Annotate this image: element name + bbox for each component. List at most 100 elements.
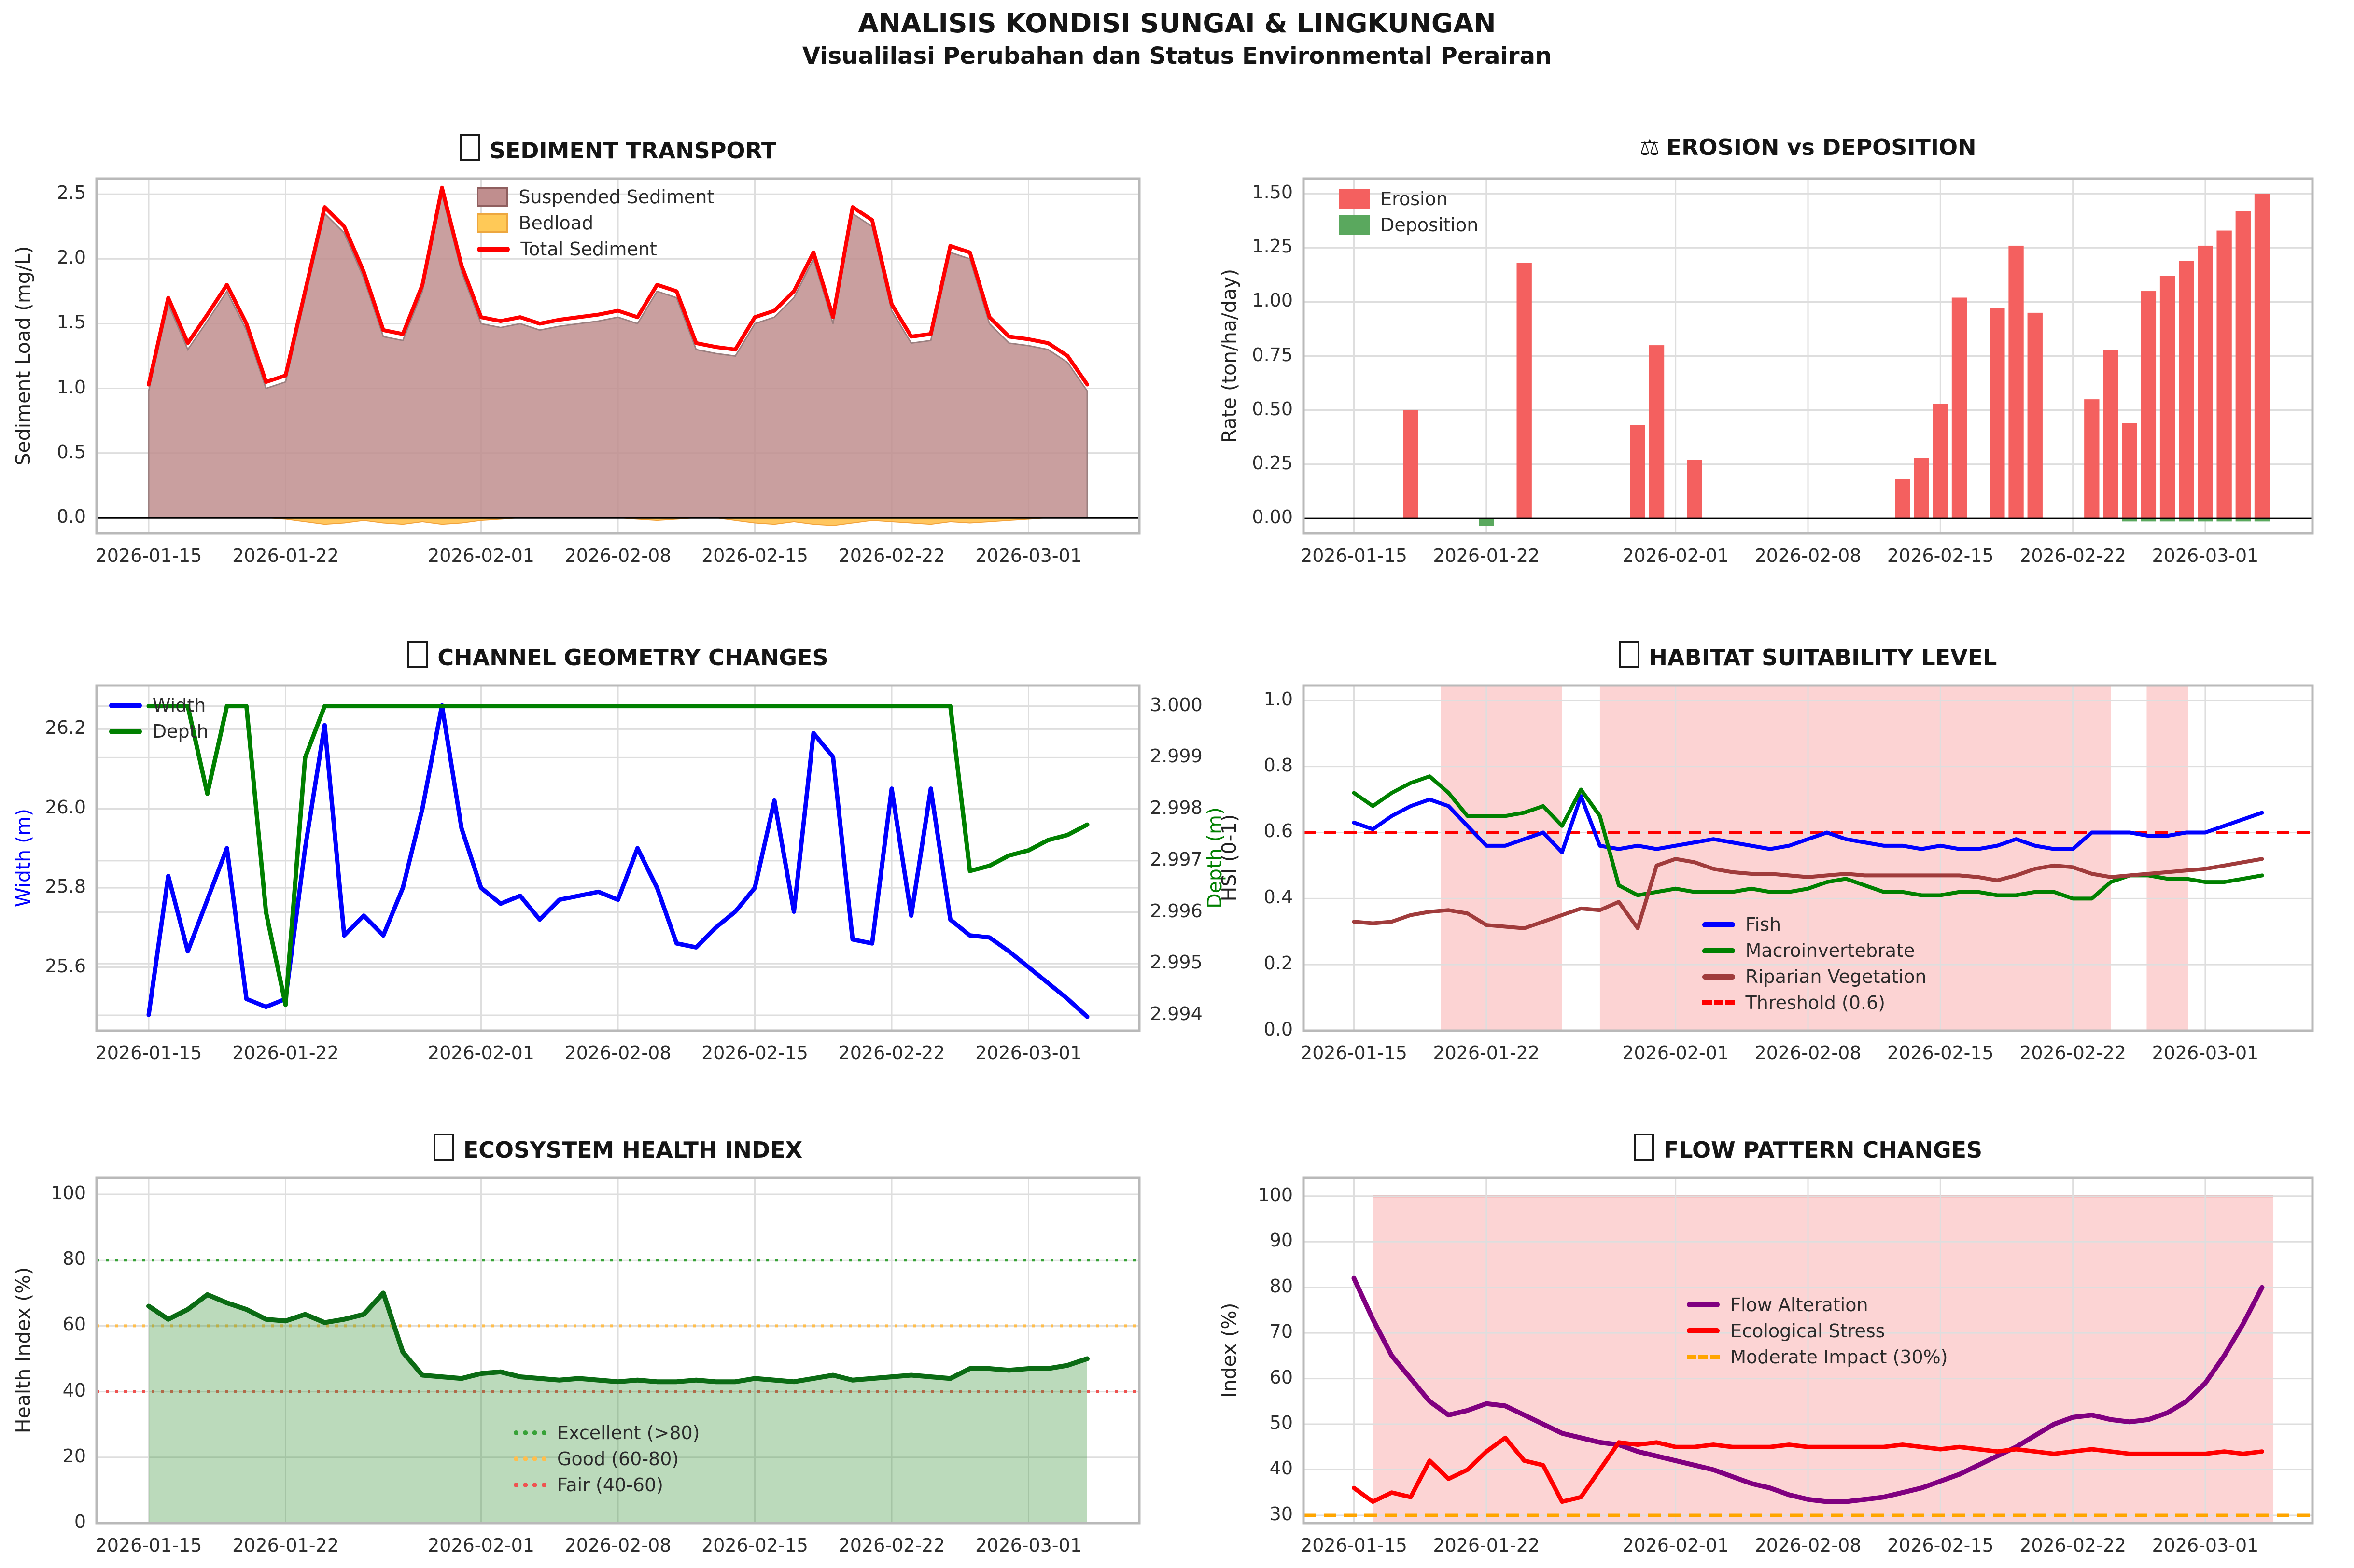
chart-title: FLOW PATTERN CHANGES [1303, 1134, 2312, 1163]
x-tick-label: 2026-02-22 [2019, 545, 2127, 566]
y-tick-label-right: 3.000 [1150, 694, 1203, 715]
chart-title: HABITAT SUITABILITY LEVEL [1303, 641, 2312, 671]
y-tick-label-right: 2.998 [1150, 797, 1203, 819]
legend-swatch-patch [1339, 189, 1370, 209]
legend-item: Good (60-80) [514, 1446, 700, 1472]
y-tick-label: 25.8 [45, 876, 86, 897]
legend-item: Deposition [1339, 212, 1478, 238]
wave-emoji-icon [1633, 1134, 1654, 1161]
legend-item: Moderate Impact (30%) [1687, 1344, 1948, 1370]
y-tick-label: 0.0 [1263, 1019, 1293, 1040]
y-tick-label: 26.2 [45, 717, 86, 739]
legend-label: Depth [152, 721, 209, 742]
y-tick-label: 0.8 [1263, 754, 1293, 776]
y-tick-label: 26.0 [45, 796, 86, 818]
x-tick-label: 2026-02-08 [1754, 545, 1862, 566]
x-tick-label: 2026-01-15 [95, 1535, 202, 1556]
legend-label: Fish [1745, 914, 1781, 936]
y-tick-label: 0.2 [1263, 952, 1293, 974]
legend: Flow Alteration Ecological Stress Moderate… [1687, 1292, 1948, 1370]
chart-sediment-transport: SEDIMENT TRANSPORT Sediment Load (mg/L) … [0, 121, 1177, 632]
x-tick-label: 2026-03-01 [2152, 1535, 2259, 1556]
chart-erosion-deposition: ⚖ EROSION vs DEPOSITION Rate (ton/ha/day)… [1177, 121, 2354, 632]
y-tick-label: 20 [62, 1445, 86, 1467]
legend: Erosion Deposition [1339, 186, 1478, 238]
x-tick-label: 2026-02-08 [1754, 1042, 1862, 1064]
page-title: ANALISIS KONDISI SUNGAI & LINGKUNGAN [858, 8, 1496, 39]
width-line [146, 703, 1090, 1019]
erosion-bar [1990, 308, 2005, 518]
legend-label: Ecological Stress [1730, 1320, 1885, 1342]
x-tick-label: 2026-02-22 [2019, 1535, 2127, 1556]
x-tick-label: 2026-02-15 [1887, 545, 1994, 566]
legend: Fish Macroinvertebrate Riparian Vegetation… [1702, 911, 1927, 1016]
erosion-bar [2235, 211, 2251, 518]
highlight-band [2146, 686, 2188, 1031]
y-tick-label: 0.75 [1252, 344, 1293, 365]
y-tick-label: 0.5 [56, 441, 86, 462]
x-tick-label: 2026-02-08 [564, 1535, 672, 1556]
y-tick-label: 40 [1269, 1457, 1293, 1479]
x-tick-label: 2026-02-22 [838, 1042, 945, 1064]
x-tick-label: 2026-02-15 [701, 1535, 808, 1556]
y-tick-label: 2.5 [56, 182, 86, 204]
herb-emoji-icon [433, 1134, 454, 1161]
flow-alteration-line [1351, 1275, 2265, 1504]
x-tick-label: 2026-01-22 [232, 1535, 339, 1556]
x-tick-label: 2026-02-15 [1887, 1042, 1994, 1064]
plot-sediment-transport [95, 177, 1141, 535]
x-tick-label: 2026-01-15 [95, 545, 202, 566]
x-tick-label: 2026-02-01 [428, 545, 534, 566]
x-tick-label: 2026-01-22 [1433, 1042, 1540, 1064]
legend-item: Total Sediment [477, 236, 714, 262]
health-fill-area [149, 1293, 1087, 1523]
deposition-bar [2141, 518, 2157, 522]
erosion-bar [2103, 350, 2118, 518]
y-tick-label-right: 2.994 [1150, 1003, 1203, 1024]
erosion-bar [1914, 458, 1929, 518]
plot-border [1302, 1176, 2314, 1525]
legend-item: Excellent (>80) [514, 1420, 700, 1446]
plot-border [1302, 177, 2314, 535]
deposition-bar [2235, 518, 2251, 522]
y-tick-label: 100 [51, 1182, 86, 1204]
deposition-bar [2179, 518, 2194, 522]
deposition-bar [2254, 518, 2270, 522]
legend-label: Riparian Vegetation [1745, 966, 1927, 988]
legend-item: Threshold (0.6) [1702, 990, 1927, 1016]
chart-habitat-suitability: HABITAT SUITABILITY LEVEL HSI (0-1) 0.0 0… [1177, 628, 2354, 1115]
health-index-line [146, 1290, 1090, 1385]
y-tick-label: 1.25 [1252, 236, 1293, 257]
y-tick-label: 0.00 [1252, 506, 1293, 528]
highlight-band [1599, 686, 2111, 1031]
erosion-bar [1933, 404, 1948, 518]
x-tick-label: 2026-02-22 [838, 545, 945, 566]
x-tick-label: 2026-02-22 [2019, 1042, 2127, 1064]
chart-title: CHANNEL GEOMETRY CHANGES [97, 641, 1139, 671]
x-tick-label: 2026-02-15 [1887, 1535, 1994, 1556]
x-tick-label: 2026-03-01 [975, 1535, 1082, 1556]
y-tick-label: 0.4 [1263, 886, 1293, 908]
legend-swatch-line [1687, 1302, 1720, 1308]
triangle-ruler-emoji-icon [407, 641, 428, 668]
erosion-bar [1895, 479, 1910, 518]
plot-erosion-deposition [1302, 177, 2314, 535]
y-tick-label: 60 [62, 1314, 86, 1335]
deposition-bar [2159, 518, 2175, 522]
legend-label: Erosion [1380, 188, 1448, 210]
depth-line [146, 704, 1090, 1008]
legend-label: Bedload [518, 212, 594, 234]
x-tick-label: 2026-02-01 [1622, 1042, 1729, 1064]
legend-swatch-patch [477, 187, 508, 207]
plot-flow-pattern [1302, 1176, 2314, 1525]
legend-swatch-line [1702, 922, 1735, 927]
x-tick-label: 2026-02-08 [564, 1042, 672, 1064]
scales-emoji-icon: ⚖ [1639, 134, 1660, 160]
plot-ecosystem-health [95, 1176, 1141, 1525]
chart-channel-geometry: CHANNEL GEOMETRY CHANGES Width (m) Depth… [0, 628, 1226, 1115]
y-tick-label: 40 [62, 1379, 86, 1401]
legend-swatch-dash [1702, 1000, 1735, 1006]
x-tick-label: 2026-01-15 [95, 1042, 202, 1064]
y-tick-label: 1.00 [1252, 290, 1293, 311]
